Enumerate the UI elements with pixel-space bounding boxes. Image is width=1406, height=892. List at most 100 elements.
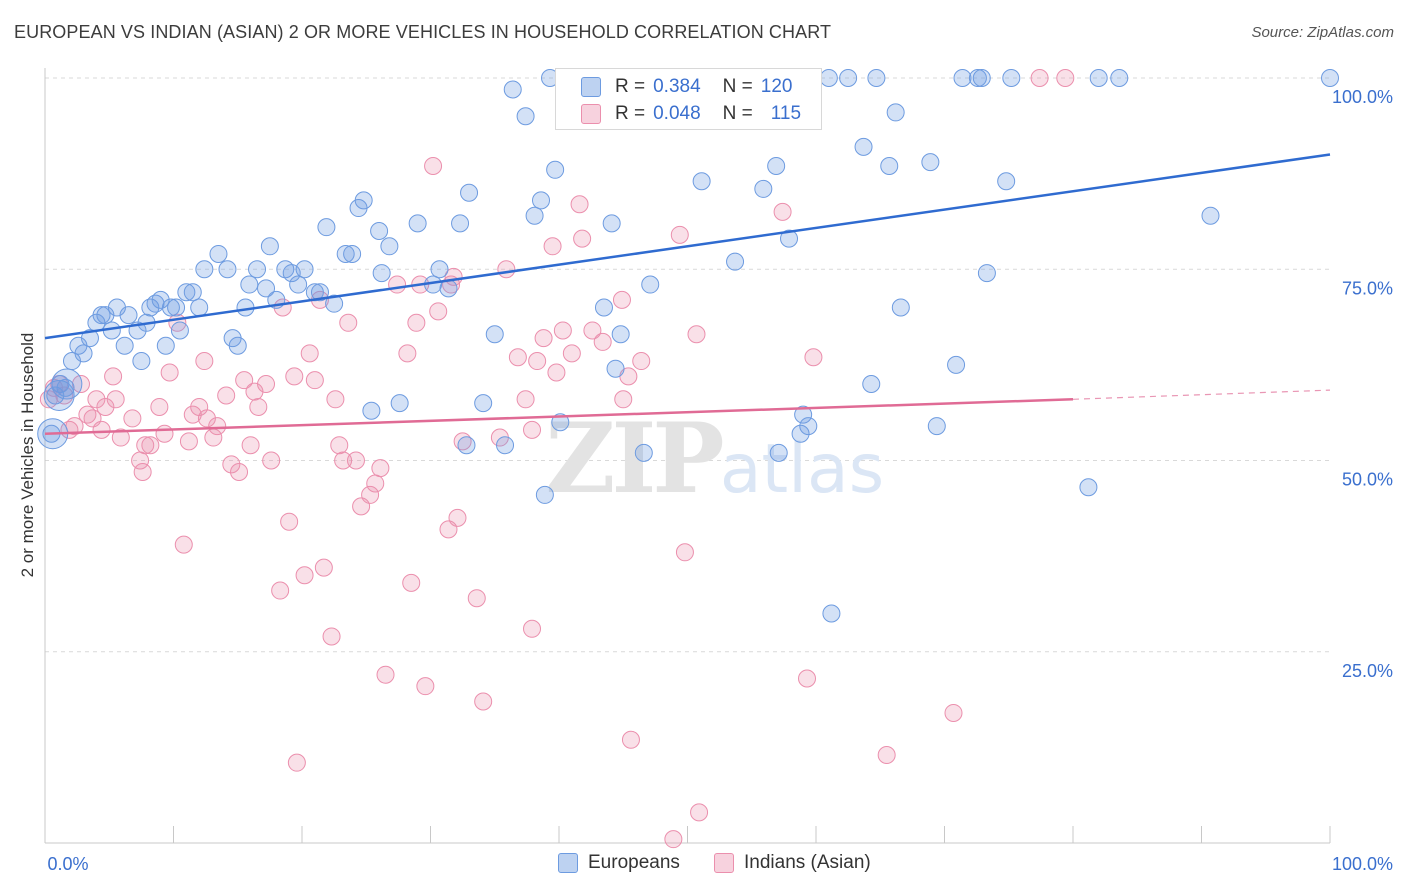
point-europeans: [370, 222, 389, 240]
point-indians: [339, 313, 358, 332]
point-indians: [222, 455, 241, 474]
point-europeans: [170, 321, 189, 340]
point-europeans: [953, 69, 972, 87]
point-europeans: [56, 378, 75, 397]
point-indians: [534, 329, 553, 348]
point-europeans: [1089, 69, 1108, 87]
point-europeans: [195, 260, 214, 279]
stats-row-indians: R = 0.048 N = 115: [556, 101, 801, 127]
trend-line-indians-extrapolated: [1072, 389, 1331, 400]
point-europeans: [611, 325, 630, 344]
point-indians: [621, 730, 640, 749]
stats-row-europeans: R = 0.384 N = 120: [556, 74, 792, 100]
point-europeans: [119, 306, 138, 325]
point-indians: [160, 363, 179, 382]
point-indians: [877, 746, 896, 765]
point-europeans: [854, 137, 873, 156]
point-indians: [155, 424, 174, 443]
point-europeans: [769, 443, 788, 462]
point-indians: [295, 566, 314, 585]
r-value-indians: 0.048: [653, 103, 701, 124]
source-label: Source: ZipAtlas.com: [1251, 24, 1394, 41]
point-indians: [944, 703, 963, 722]
point-europeans: [525, 206, 544, 225]
point-europeans: [880, 156, 899, 175]
point-europeans: [190, 298, 209, 317]
n-label: N =: [722, 76, 753, 97]
point-europeans: [602, 214, 621, 233]
point-europeans: [115, 336, 134, 355]
point-europeans: [248, 260, 267, 279]
point-europeans: [921, 153, 940, 172]
legend-swatch-indians: [714, 853, 734, 873]
point-europeans: [791, 424, 810, 443]
point-indians: [516, 390, 535, 409]
point-indians: [670, 225, 689, 244]
point-indians: [467, 589, 486, 608]
point-indians: [416, 677, 435, 696]
point-indians: [195, 352, 214, 371]
point-europeans: [430, 260, 449, 279]
point-indians: [346, 451, 365, 470]
point-europeans: [362, 401, 381, 420]
point-europeans: [156, 336, 175, 355]
point-indians: [241, 436, 260, 455]
point-indians: [230, 462, 249, 481]
n-value-indians: 115: [770, 103, 802, 124]
point-indians: [104, 367, 123, 386]
point-europeans: [947, 355, 966, 374]
x-tick-label-min: 0.0%: [47, 854, 88, 874]
point-indians: [543, 237, 562, 256]
point-europeans: [74, 344, 93, 363]
legend-item-indians[interactable]: Indians (Asian): [714, 852, 871, 874]
point-europeans: [485, 325, 504, 344]
point-indians: [257, 375, 276, 393]
point-indians: [150, 397, 169, 416]
y-tick-label: 50.0%: [1342, 470, 1393, 490]
point-europeans-large: [51, 368, 83, 400]
point-europeans: [927, 417, 946, 436]
point-indians: [106, 390, 125, 409]
point-indians: [326, 390, 345, 409]
r-value-europeans: 0.384: [653, 76, 701, 97]
point-indians: [1056, 69, 1075, 87]
tick-labels: 25.0% 50.0% 75.0% 100.0% 0.0% 100.0%: [47, 87, 1393, 874]
point-indians: [570, 195, 589, 214]
watermark: ZIP atlas: [545, 402, 884, 515]
legend-item-europeans[interactable]: Europeans: [558, 852, 680, 874]
point-indians: [133, 462, 152, 481]
point-indians: [474, 692, 493, 711]
point-europeans: [726, 252, 745, 271]
series-points: [37, 69, 1339, 849]
point-europeans: [209, 244, 228, 263]
point-europeans: [343, 244, 362, 263]
point-europeans: [968, 69, 987, 87]
point-indians: [366, 474, 385, 493]
point-europeans: [295, 260, 314, 279]
n-value-europeans: 120: [760, 76, 793, 97]
point-indians: [314, 558, 333, 577]
point-indians: [573, 229, 592, 248]
point-europeans: [289, 275, 308, 294]
point-indians: [804, 348, 823, 367]
point-indians: [96, 397, 115, 416]
point-europeans: [228, 336, 247, 355]
point-indians: [71, 375, 90, 393]
point-europeans: [167, 298, 186, 317]
point-indians: [687, 325, 706, 344]
point-europeans: [819, 69, 838, 87]
axes: [44, 68, 1331, 844]
point-indians: [664, 830, 683, 849]
point-indians: [562, 344, 581, 363]
point-indians: [547, 363, 566, 382]
point-indians: [675, 543, 694, 562]
point-indians: [334, 451, 353, 470]
point-europeans: [325, 294, 344, 313]
point-europeans: [546, 160, 565, 179]
point-indians: [528, 352, 547, 371]
point-indians: [402, 573, 421, 592]
point-indians: [322, 627, 341, 646]
point-indians: [330, 436, 349, 455]
point-indians: [553, 321, 572, 340]
point-europeans: [310, 283, 329, 302]
